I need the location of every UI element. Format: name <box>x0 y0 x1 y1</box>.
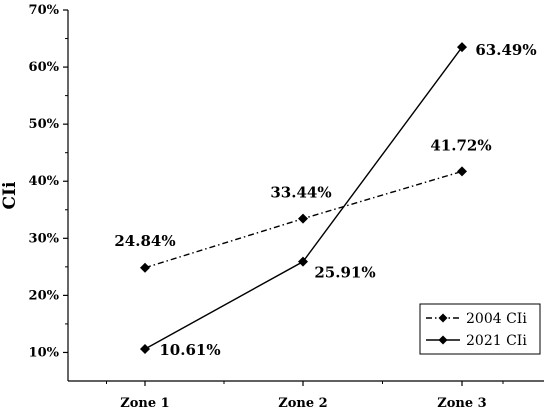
data-label: 10.61% <box>159 341 220 359</box>
legend-label: 2004 CIi <box>466 311 527 327</box>
data-labels: 24.84% 33.44% 41.72% 10.61% 25.91% 63.49% <box>114 41 536 359</box>
series-marker <box>140 262 150 273</box>
y-axis-title: CIi <box>0 181 20 209</box>
x-tick-label: Zone 3 <box>437 396 486 411</box>
legend-box <box>419 303 541 355</box>
y-tick-label: 10% <box>29 345 60 360</box>
x-tick-label: Zone 2 <box>278 396 327 411</box>
data-label: 25.91% <box>314 264 375 282</box>
data-label: 24.84% <box>114 232 175 250</box>
x-tick-label: Zone 1 <box>120 396 169 411</box>
data-label: 63.49% <box>475 41 536 59</box>
series-marker <box>457 42 467 53</box>
legend-label: 2021 CIi <box>466 333 527 349</box>
y-tick-label: 60% <box>29 60 60 75</box>
y-tick-label: 30% <box>29 231 60 246</box>
legend-marker <box>438 313 448 323</box>
data-label: 41.72% <box>430 136 491 154</box>
legend: 2004 CIi 2021 CIi <box>419 303 541 355</box>
data-label: 33.44% <box>270 184 331 202</box>
series-marker <box>298 213 308 224</box>
series-marker <box>140 343 150 354</box>
y-tick-label: 20% <box>29 288 60 303</box>
series-layer <box>140 42 467 354</box>
series-marker <box>298 256 308 267</box>
y-tick-label: 50% <box>29 117 60 132</box>
y-tick-label: 40% <box>29 174 60 189</box>
series-marker <box>457 166 467 177</box>
y-tick-label: 70% <box>29 3 60 18</box>
legend-marker <box>438 335 448 345</box>
axes: 10% 20% 30% 40% 50% 60% 70% Zone 1 Zone 2 Zone 3 C… <box>0 3 544 411</box>
